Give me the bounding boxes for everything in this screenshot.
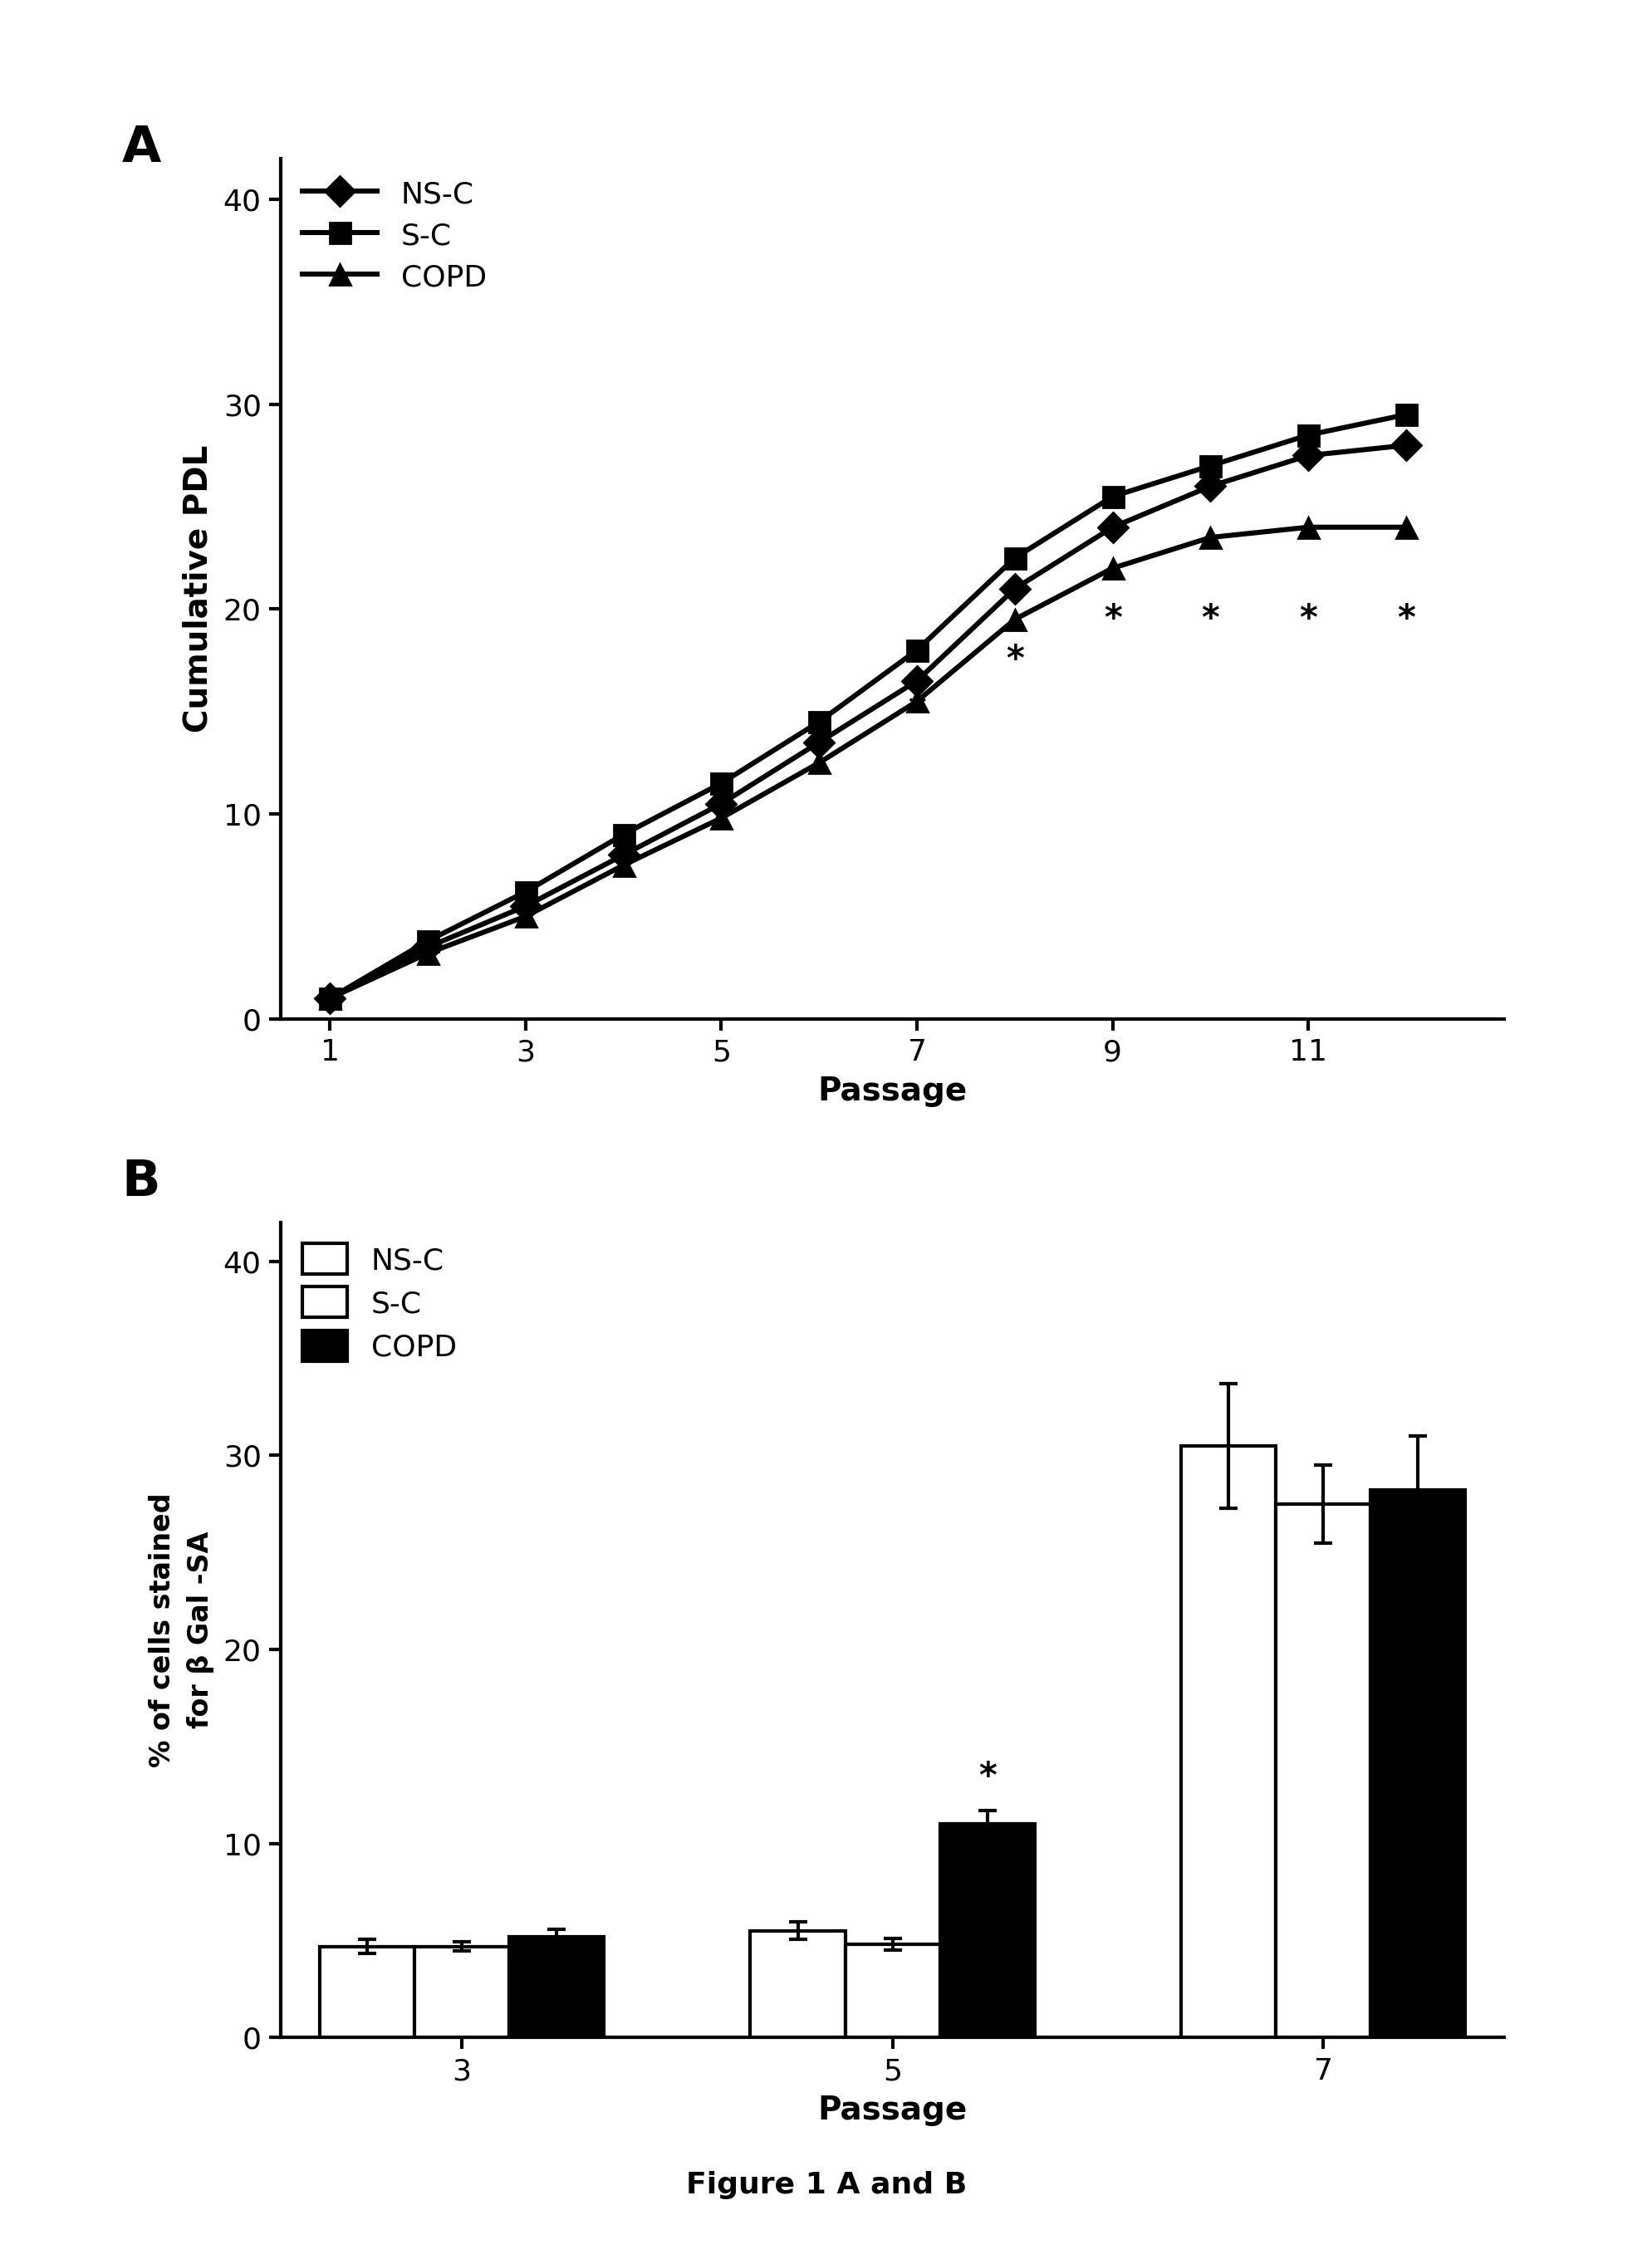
S-C <box>515 878 535 906</box>
NS-C <box>515 892 535 919</box>
Text: B: B <box>122 1157 160 1207</box>
COPD <box>1102 555 1122 582</box>
Text: *: * <box>1298 602 1317 636</box>
X-axis label: Passage: Passage <box>818 1075 966 1107</box>
Bar <box>415 1947 509 2038</box>
S-C <box>320 985 340 1012</box>
S-C <box>907 636 927 663</box>
COPD <box>1298 514 1318 541</box>
Text: *: * <box>1104 602 1122 636</box>
COPD <box>613 851 633 878</box>
COPD <box>1396 514 1416 541</box>
NS-C <box>809 729 829 756</box>
Text: *: * <box>1201 602 1219 636</box>
S-C <box>1102 482 1122 509</box>
Text: *: * <box>1006 643 1023 677</box>
NS-C <box>907 668 927 695</box>
S-C <box>418 928 438 955</box>
COPD <box>320 985 340 1012</box>
S-C <box>809 709 829 736</box>
COPD <box>1199 523 1219 550</box>
Text: A: A <box>122 125 162 172</box>
NS-C <box>1199 473 1219 500</box>
NS-C <box>1102 514 1122 541</box>
NS-C <box>320 985 340 1012</box>
Bar <box>509 1936 603 2038</box>
COPD <box>809 749 829 777</box>
Bar <box>1370 1490 1465 2038</box>
NS-C <box>1004 575 1024 602</box>
Line: S-C: S-C <box>319 405 1416 1010</box>
Bar <box>940 1825 1034 2038</box>
S-C <box>1396 401 1416 428</box>
Line: COPD: COPD <box>319 516 1416 1010</box>
Text: Figure 1 A and B: Figure 1 A and B <box>686 2171 966 2198</box>
Bar <box>1181 1447 1275 2038</box>
Bar <box>319 1947 415 2038</box>
S-C <box>710 770 730 797</box>
S-C <box>1004 543 1024 571</box>
Legend: NS-C, S-C, COPD: NS-C, S-C, COPD <box>296 174 492 299</box>
Bar <box>1275 1503 1370 2038</box>
Text: *: * <box>978 1759 996 1795</box>
NS-C <box>1298 441 1318 469</box>
Line: NS-C: NS-C <box>319 435 1416 1010</box>
COPD <box>710 804 730 831</box>
COPD <box>1004 607 1024 634</box>
Text: *: * <box>907 695 925 729</box>
Legend: NS-C, S-C, COPD: NS-C, S-C, COPD <box>296 1238 463 1367</box>
Y-axis label: % of cells stained
for β Gal -SA: % of cells stained for β Gal -SA <box>149 1492 213 1768</box>
S-C <box>1298 421 1318 448</box>
COPD <box>418 940 438 967</box>
NS-C <box>613 842 633 869</box>
COPD <box>907 688 927 715</box>
COPD <box>515 903 535 931</box>
NS-C <box>710 790 730 817</box>
Bar <box>844 1945 940 2038</box>
S-C <box>1199 453 1219 480</box>
X-axis label: Passage: Passage <box>818 2094 966 2126</box>
Y-axis label: Cumulative PDL: Cumulative PDL <box>182 444 213 734</box>
S-C <box>613 822 633 849</box>
NS-C <box>418 933 438 960</box>
Bar <box>750 1931 844 2038</box>
NS-C <box>1396 432 1416 460</box>
Text: *: * <box>1396 602 1414 636</box>
